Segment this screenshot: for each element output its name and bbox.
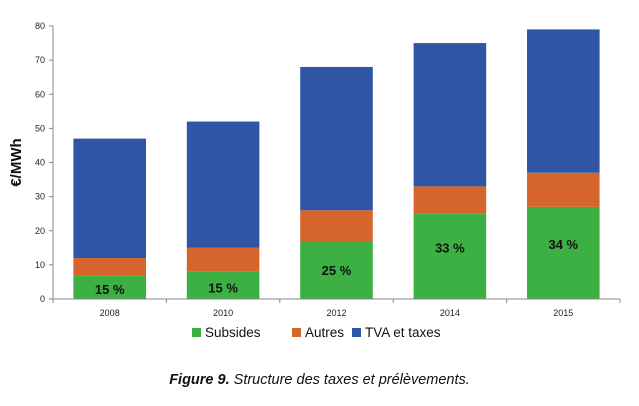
y-tick-label: 20 <box>35 226 45 236</box>
legend-label: Autres <box>305 325 344 340</box>
bar-segment-subsides <box>300 240 373 299</box>
legend-label: Subsides <box>205 325 261 340</box>
bar-segment-tva-et-taxes <box>186 121 260 248</box>
y-tick-label: 80 <box>35 21 45 31</box>
caption-prefix: Figure 9. <box>169 372 230 388</box>
y-axis-label: €/MWh <box>8 138 25 186</box>
y-tick-label: 10 <box>35 260 45 270</box>
x-tick-label: 2008 <box>100 308 120 318</box>
bar-segment-autres <box>413 186 487 214</box>
bar-segment-subsides <box>186 271 260 299</box>
bar-data-label: 15 % <box>208 280 238 295</box>
legend-label: TVA et taxes <box>365 325 441 340</box>
x-axis: 2008 2010 2012 2014 2015 <box>52 298 621 318</box>
y-tick-label: 50 <box>35 123 45 133</box>
bars: 15 % 15 % 25 % 33 % 34 % <box>73 29 600 299</box>
bar-segment-subsides <box>73 275 146 299</box>
y-tick-label: 40 <box>35 158 45 168</box>
bar-segment-tva-et-taxes <box>300 66 373 211</box>
figure-caption: Figure 9. Structure des taxes et prélève… <box>0 372 639 388</box>
y-tick-label: 30 <box>35 192 45 202</box>
legend-swatch <box>192 328 201 337</box>
bar-segment-subsides <box>413 213 487 299</box>
y-tick-label: 60 <box>35 89 45 99</box>
x-tick-label: 2012 <box>326 308 346 318</box>
caption-text: Structure des taxes et prélèvements. <box>229 372 470 388</box>
y-tick-label: 70 <box>35 55 45 65</box>
bar-segment-subsides <box>527 206 600 299</box>
bar-segment-autres <box>300 210 373 241</box>
bar-data-label: 34 % <box>548 237 578 252</box>
x-tick-label: 2015 <box>553 308 573 318</box>
legend-swatch <box>352 328 361 337</box>
stacked-bar-chart: 0 10 20 30 40 50 60 70 80 15 % 15 % 25 % 33 % 34 % 2… <box>8 21 621 340</box>
bar-segment-autres <box>186 247 260 272</box>
bar-segment-tva-et-taxes <box>527 29 600 173</box>
bar-data-label: 33 % <box>435 240 465 255</box>
y-axis: 0 10 20 30 40 50 60 70 80 <box>35 21 54 304</box>
legend: Subsides Autres TVA et taxes <box>192 325 441 340</box>
bar-segment-tva-et-taxes <box>73 138 146 259</box>
x-tick-label: 2014 <box>440 308 460 318</box>
x-tick-label: 2010 <box>213 308 233 318</box>
bar-data-label: 15 % <box>95 282 125 297</box>
legend-swatch <box>292 328 301 337</box>
bar-segment-autres <box>73 258 146 276</box>
y-tick-label: 0 <box>40 294 45 304</box>
bar-segment-autres <box>527 172 600 207</box>
bar-data-label: 25 % <box>322 263 352 278</box>
bar-segment-tva-et-taxes <box>413 43 487 187</box>
